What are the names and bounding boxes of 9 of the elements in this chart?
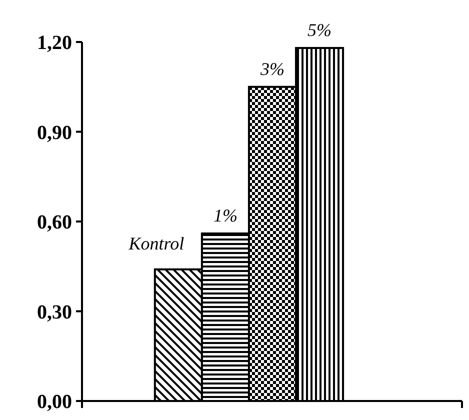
series-label: 3% (259, 58, 284, 79)
series-label: Kontrol (128, 233, 184, 254)
y-tick-label: 0,60 (37, 212, 72, 234)
series-label: 1% (213, 205, 238, 226)
y-tick-label: 1,20 (37, 32, 72, 54)
y-tick-label: 0,00 (37, 391, 72, 413)
y-tick-label: 0,30 (37, 301, 72, 324)
series-label: 5% (308, 20, 332, 40)
y-tick-label: 0,90 (37, 122, 72, 144)
